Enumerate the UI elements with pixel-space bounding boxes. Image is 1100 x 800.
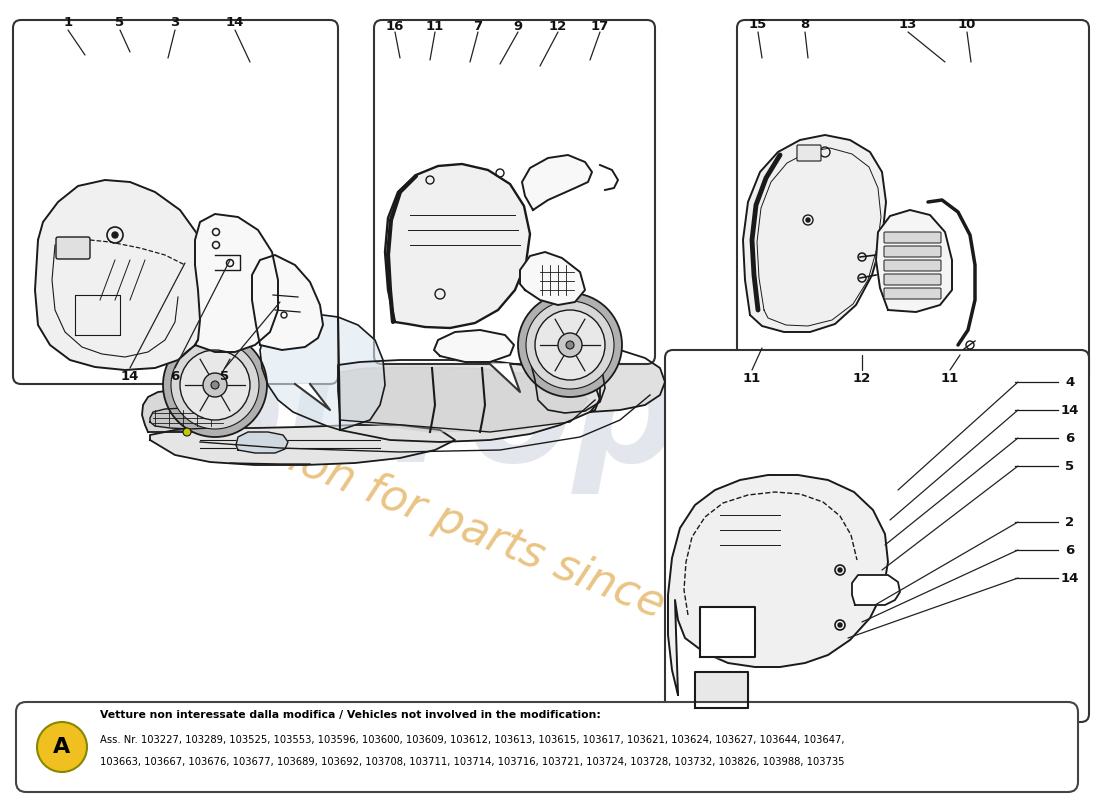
Circle shape [566, 341, 574, 349]
Text: 4: 4 [1066, 375, 1075, 389]
Text: 103663, 103667, 103676, 103677, 103689, 103692, 103708, 103711, 103714, 103716, : 103663, 103667, 103676, 103677, 103689, … [100, 757, 845, 767]
Text: 15: 15 [749, 18, 767, 31]
Text: 5: 5 [116, 17, 124, 30]
Text: 11: 11 [742, 371, 761, 385]
Text: 9: 9 [514, 19, 522, 33]
Text: 16: 16 [386, 19, 404, 33]
Circle shape [170, 341, 258, 429]
Text: A: A [54, 737, 70, 757]
Text: 10: 10 [958, 18, 976, 31]
Text: 12: 12 [852, 371, 871, 385]
Polygon shape [236, 432, 288, 453]
FancyBboxPatch shape [16, 702, 1078, 792]
Circle shape [838, 568, 842, 572]
Polygon shape [695, 672, 748, 708]
Circle shape [558, 333, 582, 357]
Text: Ass. Nr. 103227, 103289, 103525, 103553, 103596, 103600, 103609, 103612, 103613,: Ass. Nr. 103227, 103289, 103525, 103553,… [100, 735, 845, 745]
Text: 14: 14 [121, 370, 140, 382]
FancyBboxPatch shape [884, 246, 940, 257]
Polygon shape [252, 255, 323, 350]
Text: 14: 14 [1060, 403, 1079, 417]
Circle shape [204, 373, 227, 397]
Text: 6: 6 [170, 370, 179, 382]
Polygon shape [150, 425, 455, 465]
Circle shape [183, 428, 191, 436]
Circle shape [526, 301, 614, 389]
Circle shape [838, 623, 842, 627]
Text: 5: 5 [220, 370, 230, 382]
Text: 2: 2 [1066, 515, 1075, 529]
FancyBboxPatch shape [374, 20, 654, 364]
Polygon shape [700, 607, 755, 657]
Circle shape [535, 310, 605, 380]
Polygon shape [35, 180, 210, 370]
Text: a passion for parts since: a passion for parts since [150, 383, 671, 627]
Text: 8: 8 [801, 18, 810, 31]
Polygon shape [668, 475, 888, 695]
Polygon shape [522, 155, 592, 210]
Polygon shape [142, 390, 238, 432]
Circle shape [163, 333, 267, 437]
Polygon shape [852, 575, 900, 605]
Text: 14: 14 [1060, 571, 1079, 585]
Polygon shape [385, 164, 530, 328]
Polygon shape [338, 360, 600, 442]
Text: 1: 1 [64, 17, 73, 30]
Text: Vetture non interessate dalla modifica / Vehicles not involved in the modificati: Vetture non interessate dalla modifica /… [100, 710, 601, 720]
Polygon shape [876, 210, 952, 312]
Text: 12: 12 [549, 19, 568, 33]
FancyBboxPatch shape [56, 237, 90, 259]
FancyBboxPatch shape [884, 288, 940, 299]
Polygon shape [742, 135, 886, 332]
Circle shape [180, 350, 250, 420]
Text: 13: 13 [899, 18, 917, 31]
Polygon shape [520, 252, 585, 305]
FancyBboxPatch shape [666, 350, 1089, 722]
Circle shape [518, 293, 622, 397]
Text: 11: 11 [940, 371, 959, 385]
Polygon shape [295, 384, 330, 410]
Text: europ: europ [180, 346, 682, 494]
Text: 6: 6 [1066, 543, 1075, 557]
Polygon shape [260, 314, 385, 430]
FancyBboxPatch shape [13, 20, 338, 384]
Text: 7: 7 [473, 19, 483, 33]
Polygon shape [195, 214, 278, 352]
Text: 17: 17 [591, 19, 609, 33]
FancyBboxPatch shape [884, 260, 940, 271]
Polygon shape [340, 367, 588, 432]
Circle shape [112, 232, 118, 238]
Circle shape [806, 218, 810, 222]
Text: 5: 5 [1066, 459, 1075, 473]
Text: 14: 14 [226, 17, 244, 30]
FancyBboxPatch shape [884, 232, 940, 243]
Text: 6: 6 [1066, 431, 1075, 445]
Text: 11: 11 [426, 19, 444, 33]
Polygon shape [150, 408, 224, 429]
Polygon shape [434, 330, 514, 362]
FancyBboxPatch shape [884, 274, 940, 285]
FancyBboxPatch shape [798, 145, 821, 161]
Polygon shape [530, 345, 666, 412]
Text: 3: 3 [170, 17, 179, 30]
FancyBboxPatch shape [737, 20, 1089, 384]
Circle shape [211, 381, 219, 389]
Circle shape [37, 722, 87, 772]
Polygon shape [490, 364, 520, 392]
